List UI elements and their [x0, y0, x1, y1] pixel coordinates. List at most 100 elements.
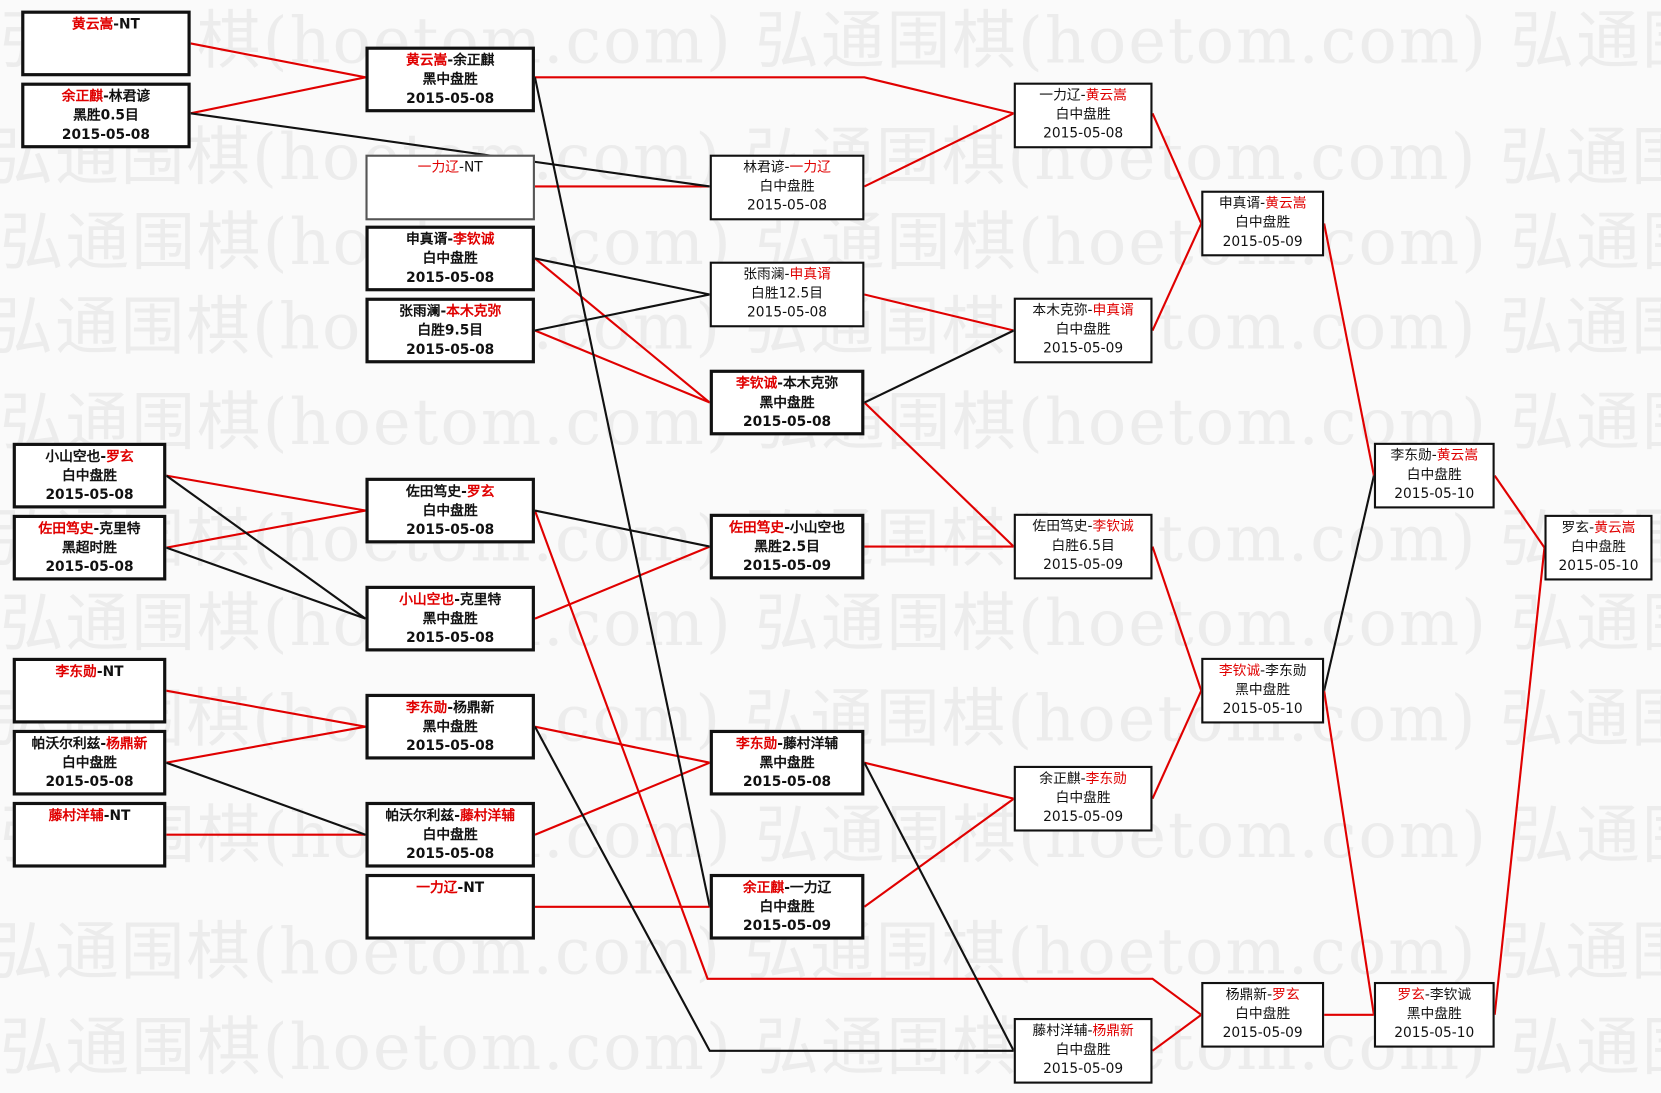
match-box[interactable]: 一力辽-NT [365, 154, 535, 221]
separator: - [454, 592, 460, 609]
winner-connector [190, 42, 366, 79]
match-box[interactable]: 罗玄-黄云嵩 白中盘胜 2015-05-10 [1544, 514, 1653, 581]
match-box[interactable]: 小山空也-克里特 黑中盘胜 2015-05-08 [365, 585, 535, 652]
player-2: 黄云嵩 [1436, 448, 1479, 464]
separator: - [1080, 771, 1086, 788]
match-players: 黄云嵩-余正麒 [369, 52, 532, 71]
match-result: 黑胜0.5目 [73, 108, 139, 124]
loser-connector [534, 726, 1014, 1052]
match-box[interactable]: 余正麒-一力辽 白中盘胜 2015-05-09 [709, 873, 865, 940]
match-date: 2015-05-09 [1043, 809, 1124, 826]
player-2: 小山空也 [789, 520, 846, 537]
match-box[interactable]: 黄云嵩-余正麒 黑中盘胜 2015-05-08 [365, 46, 535, 113]
match-date: 2015-05-08 [747, 305, 828, 321]
separator: - [784, 520, 790, 537]
player-2: 杨鼎新 [106, 736, 148, 753]
player-1: 李东勋 [406, 700, 448, 717]
match-box[interactable]: 林君谚-一力辽 白中盘胜 2015-05-08 [709, 154, 865, 221]
match-result: 黑中盘胜 [1406, 1006, 1462, 1023]
match-players: 余正麒-一力辽 [713, 879, 861, 898]
match-players: 李东勋-黄云嵩 [1376, 447, 1493, 466]
match-box[interactable]: 李东勋-杨鼎新 黑中盘胜 2015-05-08 [365, 693, 535, 760]
player-1: 本木克弥 [1032, 302, 1088, 319]
match-date: 2015-05-08 [743, 414, 832, 431]
match-box[interactable]: 李东勋-NT [12, 657, 167, 724]
match-result: 白中盘胜 [1570, 539, 1627, 556]
match-result: 白中盘胜 [422, 251, 478, 267]
match-date: 2015-05-10 [1558, 558, 1639, 575]
player-2: 杨鼎新 [1092, 1023, 1134, 1040]
match-box[interactable]: 李钦诚-本木克弥 黑中盘胜 2015-05-08 [709, 369, 865, 436]
match-players: 一力辽-NT [368, 159, 533, 178]
separator: - [113, 16, 119, 33]
winner-connector [1151, 690, 1203, 800]
match-result: 黑中盘胜 [759, 395, 815, 412]
match-players: 小山空也-罗玄 [16, 448, 163, 467]
match-box[interactable]: 李东勋-藤村洋辅 黑中盘胜 2015-05-08 [709, 729, 865, 796]
separator: - [1087, 1023, 1093, 1040]
player-1: 余正麒 [61, 88, 104, 105]
match-box[interactable]: 杨鼎新-罗玄 白中盘胜 2015-05-09 [1201, 981, 1325, 1048]
match-box[interactable]: 本木克弥-申真谞 白中盘胜 2015-05-09 [1013, 297, 1153, 364]
player-1: 藤村洋辅 [48, 808, 104, 825]
match-date: 2015-05-08 [45, 559, 134, 576]
match-box[interactable]: 黄云嵩-NT [21, 10, 191, 77]
winner-connector [863, 112, 1015, 188]
match-box[interactable]: 罗玄-李钦诚 黑中盘胜 2015-05-10 [1373, 981, 1495, 1048]
match-box[interactable]: 一力辽-NT [365, 873, 535, 940]
match-players: 张雨澜-申真谞 [712, 266, 862, 285]
match-box[interactable]: 小山空也-罗玄 白中盘胜 2015-05-08 [12, 442, 167, 509]
winner-connector [166, 509, 366, 549]
match-box[interactable]: 佐田笃史-李钦诚 白胜6.5目 2015-05-09 [1013, 513, 1153, 580]
match-players: 罗玄-黄云嵩 [1547, 519, 1651, 538]
player-1: 张雨澜 [399, 304, 441, 320]
match-date: 2015-05-08 [45, 487, 134, 504]
player-1: 张雨澜 [743, 266, 785, 283]
match-date: 2015-05-08 [61, 127, 150, 144]
match-box[interactable]: 藤村洋辅-杨鼎新 白中盘胜 2015-05-09 [1013, 1017, 1153, 1084]
separator: - [447, 52, 454, 69]
match-box[interactable]: 申真谞-黄云嵩 白中盘胜 2015-05-09 [1201, 190, 1325, 257]
match-box[interactable]: 帕沃尔利兹-藤村洋辅 白中盘胜 2015-05-08 [365, 801, 535, 868]
player-2: 黄云嵩 [1085, 87, 1127, 104]
match-result: 黑中盘胜 [759, 755, 815, 772]
match-box[interactable]: 佐田笃史-小山空也 黑胜2.5目 2015-05-09 [709, 513, 865, 580]
match-box[interactable]: 帕沃尔利兹-杨鼎新 白中盘胜 2015-05-08 [12, 729, 167, 796]
match-players: 李钦诚-李东勋 [1203, 662, 1322, 681]
match-box[interactable]: 张雨澜-申真谞 白胜12.5目 2015-05-08 [709, 261, 865, 328]
match-result [16, 826, 163, 845]
match-players: 张雨澜-本木克弥 [369, 303, 532, 322]
match-result [24, 35, 187, 54]
match-date: 2015-05-10 [1222, 701, 1303, 718]
match-box[interactable]: 一力辽-黄云嵩 白中盘胜 2015-05-08 [1013, 82, 1153, 149]
match-date: 2015-05-09 [743, 558, 832, 575]
match-result [369, 898, 532, 917]
match-box[interactable]: 申真谞-李钦诚 白中盘胜 2015-05-08 [365, 225, 535, 292]
match-box[interactable]: 佐田笃史-罗玄 白中盘胜 2015-05-08 [365, 477, 535, 544]
match-box[interactable]: 李东勋-黄云嵩 白中盘胜 2015-05-10 [1373, 442, 1495, 509]
match-box[interactable]: 余正麒-林君谚 黑胜0.5目 2015-05-08 [21, 82, 191, 149]
winner-connector [534, 761, 711, 836]
match-date: 2015-05-09 [743, 918, 832, 935]
match-date [16, 701, 163, 720]
match-box[interactable]: 余正麒-李东勋 白中盘胜 2015-05-09 [1013, 765, 1153, 832]
player-1: 余正麒 [1039, 771, 1081, 788]
match-date: 2015-05-08 [406, 91, 495, 107]
match-box[interactable]: 李钦诚-李东勋 黑中盘胜 2015-05-10 [1201, 657, 1325, 724]
player-2: 一力辽 [789, 880, 832, 897]
match-box[interactable]: 张雨澜-本木克弥 白胜9.5目 2015-05-08 [365, 297, 535, 364]
match-players: 林君谚-一力辽 [712, 159, 862, 178]
match-box[interactable]: 佐田笃史-克里特 黑超时胜 2015-05-08 [12, 514, 167, 581]
separator: - [440, 304, 447, 320]
loser-connector [165, 761, 366, 836]
winner-connector [533, 510, 1202, 1016]
separator: - [1589, 520, 1595, 537]
separator: - [447, 231, 454, 248]
player-1: 申真谞 [406, 231, 448, 248]
loser-connector [534, 257, 710, 296]
match-result: 白中盘胜 [1055, 790, 1111, 807]
match-result: 黑胜2.5目 [754, 539, 820, 556]
match-box[interactable]: 藤村洋辅-NT [12, 801, 167, 868]
player-1: 一力辽 [1039, 87, 1081, 104]
